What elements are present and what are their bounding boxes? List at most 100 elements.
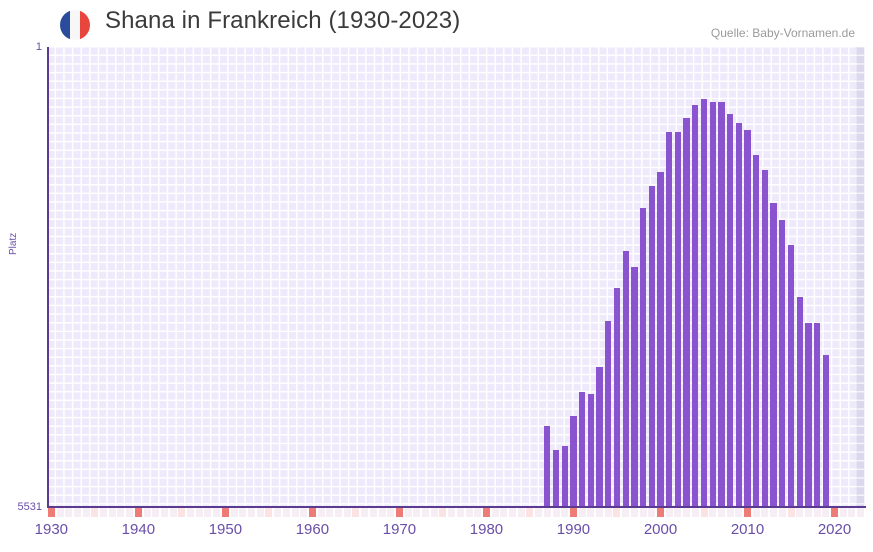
x-tick-1932 xyxy=(65,508,73,517)
x-tick-1960 xyxy=(308,508,316,517)
x-tick-2019 xyxy=(822,508,830,517)
x-axis-labels: 1930 1940 1950 1960 1970 1980 1990 2000 2010 2020 xyxy=(0,521,873,545)
x-axis-label-2000: 2000 xyxy=(643,521,678,538)
x-tick-1997 xyxy=(630,508,638,517)
x-tick-1955 xyxy=(265,508,273,517)
x-tick-1931 xyxy=(56,508,64,517)
x-tick-1962 xyxy=(326,508,334,517)
x-tick-2007 xyxy=(717,508,725,517)
x-tick-1987 xyxy=(543,508,551,517)
x-tick-1988 xyxy=(552,508,560,517)
bar-2019 xyxy=(822,354,829,507)
source-attribution: Quelle: Baby-Vornamen.de xyxy=(710,26,855,40)
bar-2010 xyxy=(744,130,751,507)
x-tick-2009 xyxy=(735,508,743,517)
y-axis-line xyxy=(47,47,49,507)
x-tick-1986 xyxy=(535,508,543,517)
bar-1992 xyxy=(587,393,594,507)
x-tick-2008 xyxy=(726,508,734,517)
bar-2018 xyxy=(814,323,821,507)
x-tick-1972 xyxy=(413,508,421,517)
bar-1994 xyxy=(605,321,612,507)
bar-1999 xyxy=(648,185,655,507)
x-tick-1994 xyxy=(604,508,612,517)
x-tick-2016 xyxy=(796,508,804,517)
x-tick-1950 xyxy=(221,508,229,517)
bar-1990 xyxy=(570,416,577,507)
x-tick-1969 xyxy=(387,508,395,517)
x-tick-1953 xyxy=(248,508,255,517)
x-tick-1976 xyxy=(448,508,456,517)
chart-header: Shana in Frankreich (1930-2023) Quelle: … xyxy=(0,0,873,44)
x-tick-1959 xyxy=(300,508,308,517)
bar-2005 xyxy=(700,98,708,507)
x-tick-2005 xyxy=(700,508,708,517)
bar-2003 xyxy=(683,118,690,507)
x-tick-1966 xyxy=(361,508,369,517)
x-axis-label-2010: 2010 xyxy=(730,521,765,538)
plot-area xyxy=(47,47,865,507)
x-tick-2010 xyxy=(744,508,752,517)
x-tick-1998 xyxy=(639,508,647,517)
x-tick-1956 xyxy=(274,508,282,517)
x-tick-1989 xyxy=(561,508,569,517)
bar-2014 xyxy=(779,219,786,507)
x-tick-1999 xyxy=(648,508,656,517)
bar-1998 xyxy=(639,208,647,507)
x-tick-1979 xyxy=(474,508,482,517)
bar-2006 xyxy=(709,101,716,507)
x-axis-label-1970: 1970 xyxy=(382,521,417,538)
x-axis-label-1980: 1980 xyxy=(469,521,504,538)
x-tick-2014 xyxy=(778,508,786,517)
x-tick-1985 xyxy=(526,508,534,517)
x-tick-2002 xyxy=(674,508,682,517)
x-tick-2012 xyxy=(761,508,769,517)
x-tick-2015 xyxy=(787,508,795,517)
x-tick-1961 xyxy=(317,508,325,517)
x-axis-label-1930: 1930 xyxy=(34,521,69,538)
x-tick-1942 xyxy=(152,508,160,517)
x-tick-2022 xyxy=(848,508,856,517)
x-tick-1954 xyxy=(256,508,264,517)
bar-1997 xyxy=(631,267,638,507)
x-tick-1933 xyxy=(73,508,81,517)
x-axis-label-1990: 1990 xyxy=(556,521,591,538)
future-shaded-region xyxy=(856,47,865,507)
x-tick-1957 xyxy=(282,508,290,517)
bar-2000 xyxy=(657,171,664,507)
x-axis-ticks xyxy=(47,508,866,518)
bar-series xyxy=(47,47,865,507)
x-axis-label-1940: 1940 xyxy=(121,521,156,538)
bar-2009 xyxy=(735,122,742,507)
bar-2017 xyxy=(805,323,812,507)
bar-1995 xyxy=(613,288,621,507)
x-tick-1978 xyxy=(465,508,473,517)
x-tick-1938 xyxy=(117,508,125,517)
france-flag-icon xyxy=(60,10,90,40)
x-tick-2020 xyxy=(831,508,839,517)
page-title: Shana in Frankreich (1930-2023) xyxy=(105,7,461,34)
x-tick-1983 xyxy=(509,508,517,517)
x-tick-1951 xyxy=(230,508,238,517)
x-tick-1990 xyxy=(569,508,577,517)
y-axis-top-label: 1 xyxy=(35,41,42,53)
x-tick-2018 xyxy=(813,508,821,517)
bar-2001 xyxy=(666,131,673,507)
x-axis-label-1960: 1960 xyxy=(295,521,330,538)
y-axis-title: Platz xyxy=(8,232,19,255)
x-tick-2021 xyxy=(839,508,847,517)
x-tick-1992 xyxy=(587,508,595,517)
x-tick-1947 xyxy=(195,508,203,517)
x-tick-1996 xyxy=(622,508,630,517)
x-tick-2001 xyxy=(665,508,673,517)
bar-2013 xyxy=(770,203,777,507)
x-tick-1984 xyxy=(517,508,525,517)
x-tick-1982 xyxy=(500,508,508,517)
bar-2007 xyxy=(718,101,725,507)
x-tick-1946 xyxy=(187,508,195,517)
x-tick-1975 xyxy=(439,508,447,517)
x-tick-1949 xyxy=(213,508,221,517)
x-tick-1968 xyxy=(378,508,386,517)
x-tick-1935 xyxy=(91,508,99,517)
bar-1993 xyxy=(596,367,603,507)
